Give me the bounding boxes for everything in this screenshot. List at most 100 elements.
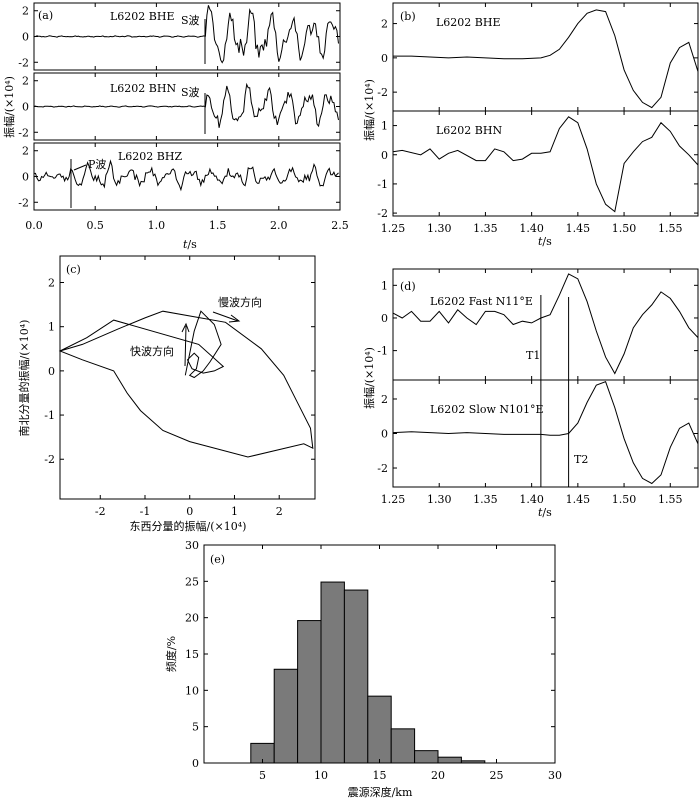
panel-b-trace2-frame xyxy=(392,110,699,217)
panel-b-trace1-name: L6202 BHE xyxy=(436,16,501,29)
panel-e-ytick-label: 5 xyxy=(192,721,199,734)
panel-c-ytick-label: 0 xyxy=(48,365,55,378)
panel-d-xlabel: t/s xyxy=(538,506,552,519)
panel-d-slow-waveform xyxy=(392,381,699,485)
panel-b: 2 0 -2 1 0 -1 -2 1.25 1.30 1.35 1.40 1.45 1.50 1.55 (… xyxy=(362,2,699,248)
panel-c-xtick-label: -1 xyxy=(140,505,151,518)
panel-b-trace2-xtick-label: 1.55 xyxy=(658,222,683,235)
panel-e-ylabel: 频度/% xyxy=(164,636,178,672)
panel-b-trace2-ytick-label: -2 xyxy=(377,207,388,220)
panel-e-bar xyxy=(460,760,486,764)
panel-a-trace1-phase: S波 xyxy=(181,14,200,27)
panel-a-trace3-ytick-label: -2 xyxy=(18,196,29,209)
panel-b-trace2-ytick-label: 0 xyxy=(381,149,388,162)
panel-e-xtick-label: 5 xyxy=(259,769,266,782)
panel-d-trace2-ytick-label: 0 xyxy=(381,428,388,441)
panel-a-xlabel-unit: /s xyxy=(187,238,197,251)
panel-a-trace1-ytick-label: 2 xyxy=(22,5,29,18)
panel-c-xtick-label: 1 xyxy=(231,505,238,518)
panel-b-trace1-ytick-label: 0 xyxy=(381,52,388,65)
panel-c-ytick-label: 2 xyxy=(48,277,55,290)
panel-d-ticks: 1 0 -1 2 0 -2 1.25 1.30 1.35 1.40 1.45 1.50 1.55 xyxy=(377,269,698,506)
panel-c-xtick-label: 0 xyxy=(186,505,193,518)
panel-d-trace1-ytick-label: 1 xyxy=(381,279,388,292)
panel-d: 1 0 -1 2 0 -2 1.25 1.30 1.35 1.40 1.45 1.50 1.55 (d)… xyxy=(362,268,699,519)
panel-d-trace2-ytick-label: 2 xyxy=(381,393,388,406)
panel-d-trace2-xtick-label: 1.35 xyxy=(473,493,498,506)
panel-b-bhe-waveform xyxy=(393,9,699,109)
panel-b-ticks: 2 0 -2 1 0 -1 -2 1.25 1.30 1.35 1.40 1.45 1.50 1.55 xyxy=(377,3,698,235)
panel-d-label: (d) xyxy=(400,280,416,293)
panel-e-xtick-label: 10 xyxy=(314,769,328,782)
panel-c-fast-arrow-head xyxy=(181,322,190,333)
panel-a-trace3-xtick-label: 1.5 xyxy=(209,219,227,232)
panel-c-ylabel: 南北分量的振幅/(×10⁴) xyxy=(17,320,31,437)
panel-d-trace2-xtick-label: 1.30 xyxy=(427,493,452,506)
panel-c-ticks: -2 -1 0 1 2 2 1 0 -1 -2 xyxy=(44,256,315,518)
panel-a-trace3-ytick-label: 2 xyxy=(22,145,29,158)
panel-c-slow-label: 慢波方向 xyxy=(218,295,262,309)
panel-e-bar xyxy=(437,756,462,764)
panel-e-ytick-label: 0 xyxy=(192,757,199,770)
panel-e-bar xyxy=(320,581,345,764)
panel-a-trace3-xtick-label: 2.0 xyxy=(270,219,288,232)
panel-a-xlabel-var: t xyxy=(183,238,188,251)
panel-c: -2 -1 0 1 2 2 1 0 -1 -2 (c) 快波方向 慢波方向 东西分量的振幅/(×1… xyxy=(17,255,316,533)
panel-c-ytick-label: 1 xyxy=(48,321,55,334)
panel-d-fast-waveform xyxy=(392,273,699,375)
panel-b-trace2-xtick-label: 1.30 xyxy=(427,222,452,235)
panel-b-trace2-xtick-label: 1.40 xyxy=(519,222,544,235)
panel-a-xlabel: t/s xyxy=(183,238,197,251)
panel-e-ytick-label: 15 xyxy=(185,648,199,661)
panel-a-ticks: 2 0 -2 2 0 -2 2 0 -2 0.0 0.5 1.0 1.5 2.0 2.5 xyxy=(18,3,349,232)
panel-e: 5 10 15 20 25 30 0 5 10 15 20 25 30 (e) 震源深度/km 频度/% xyxy=(164,539,562,799)
panel-c-fast-arrow-shaft xyxy=(184,325,187,367)
panel-d-trace1-frame xyxy=(392,268,699,381)
panel-c-xlabel: 东西分量的振幅/(×10⁴) xyxy=(130,519,247,533)
panel-e-bars xyxy=(250,581,486,764)
panel-a-p-arrow xyxy=(73,164,87,171)
panel-d-t1-label: T1 xyxy=(526,349,540,362)
panel-e-ytick-label: 30 xyxy=(185,539,199,552)
panel-b-label: (b) xyxy=(400,10,416,23)
panel-e-bar xyxy=(367,695,392,764)
panel-e-xlabel: 震源深度/km xyxy=(348,785,413,799)
panel-b-ylabel: 振幅/(×10⁴) xyxy=(362,79,376,141)
panel-e-xtick-label: 30 xyxy=(548,769,562,782)
panel-a-trace3-xtick-label: 0.5 xyxy=(86,219,104,232)
panel-e-ticks: 5 10 15 20 25 30 0 5 10 15 20 25 30 xyxy=(185,539,562,782)
panel-b-trace2-xtick-label: 1.25 xyxy=(381,222,406,235)
panel-c-ytick-label: -2 xyxy=(44,453,55,466)
panel-a-trace3-ytick-label: 0 xyxy=(22,171,29,184)
panel-a-trace2-name: L6202 BHN xyxy=(110,82,176,95)
panel-a-trace1-ytick-label: -2 xyxy=(18,56,29,69)
panel-a-trace3-xtick-label: 0.0 xyxy=(25,219,43,232)
panel-d-trace1-name: L6202 Fast N11°E xyxy=(430,295,533,308)
panel-a-trace2-ytick-label: -2 xyxy=(18,126,29,139)
panel-c-frame xyxy=(59,255,316,500)
panel-e-xtick-label: 15 xyxy=(373,769,387,782)
panel-d-trace2-xtick-label: 1.50 xyxy=(612,493,637,506)
panel-e-ytick-label: 25 xyxy=(185,575,199,588)
panel-e-ytick-label: 20 xyxy=(185,612,199,625)
panel-a-trace3-name: L6202 BHZ xyxy=(118,150,182,163)
panel-b-trace2-xtick-label: 1.50 xyxy=(612,222,637,235)
panel-d-ylabel: 振幅/(×10⁴) xyxy=(362,347,376,409)
panel-b-trace2-ytick-label: -1 xyxy=(377,178,388,191)
panel-d-trace2-xtick-label: 1.45 xyxy=(566,493,591,506)
panel-a-trace3-frame xyxy=(33,142,341,211)
panel-c-slow-arrow-shaft xyxy=(212,311,239,322)
panel-a-label: (a) xyxy=(38,9,53,22)
panel-b-trace1-ytick-label: 2 xyxy=(381,18,388,31)
panel-b-xlabel: t/s xyxy=(538,235,552,248)
panel-d-trace2-xtick-label: 1.25 xyxy=(381,493,406,506)
panel-d-xlabel-var: t xyxy=(538,506,543,519)
panel-b-xlabel-unit: /s xyxy=(542,235,552,248)
panel-d-t2-label: T2 xyxy=(574,453,588,466)
panel-e-bar xyxy=(297,620,322,764)
panel-d-trace2-xtick-label: 1.40 xyxy=(519,493,544,506)
panel-a: 2 0 -2 2 0 -2 2 0 -2 0.0 0.5 1.0 1.5 2.0 2.5 (a) L6202… xyxy=(2,2,349,251)
panel-c-fast-label: 快波方向 xyxy=(130,344,174,358)
panel-d-xlabel-unit: /s xyxy=(542,506,552,519)
panel-b-trace1-ytick-label: -2 xyxy=(377,86,388,99)
